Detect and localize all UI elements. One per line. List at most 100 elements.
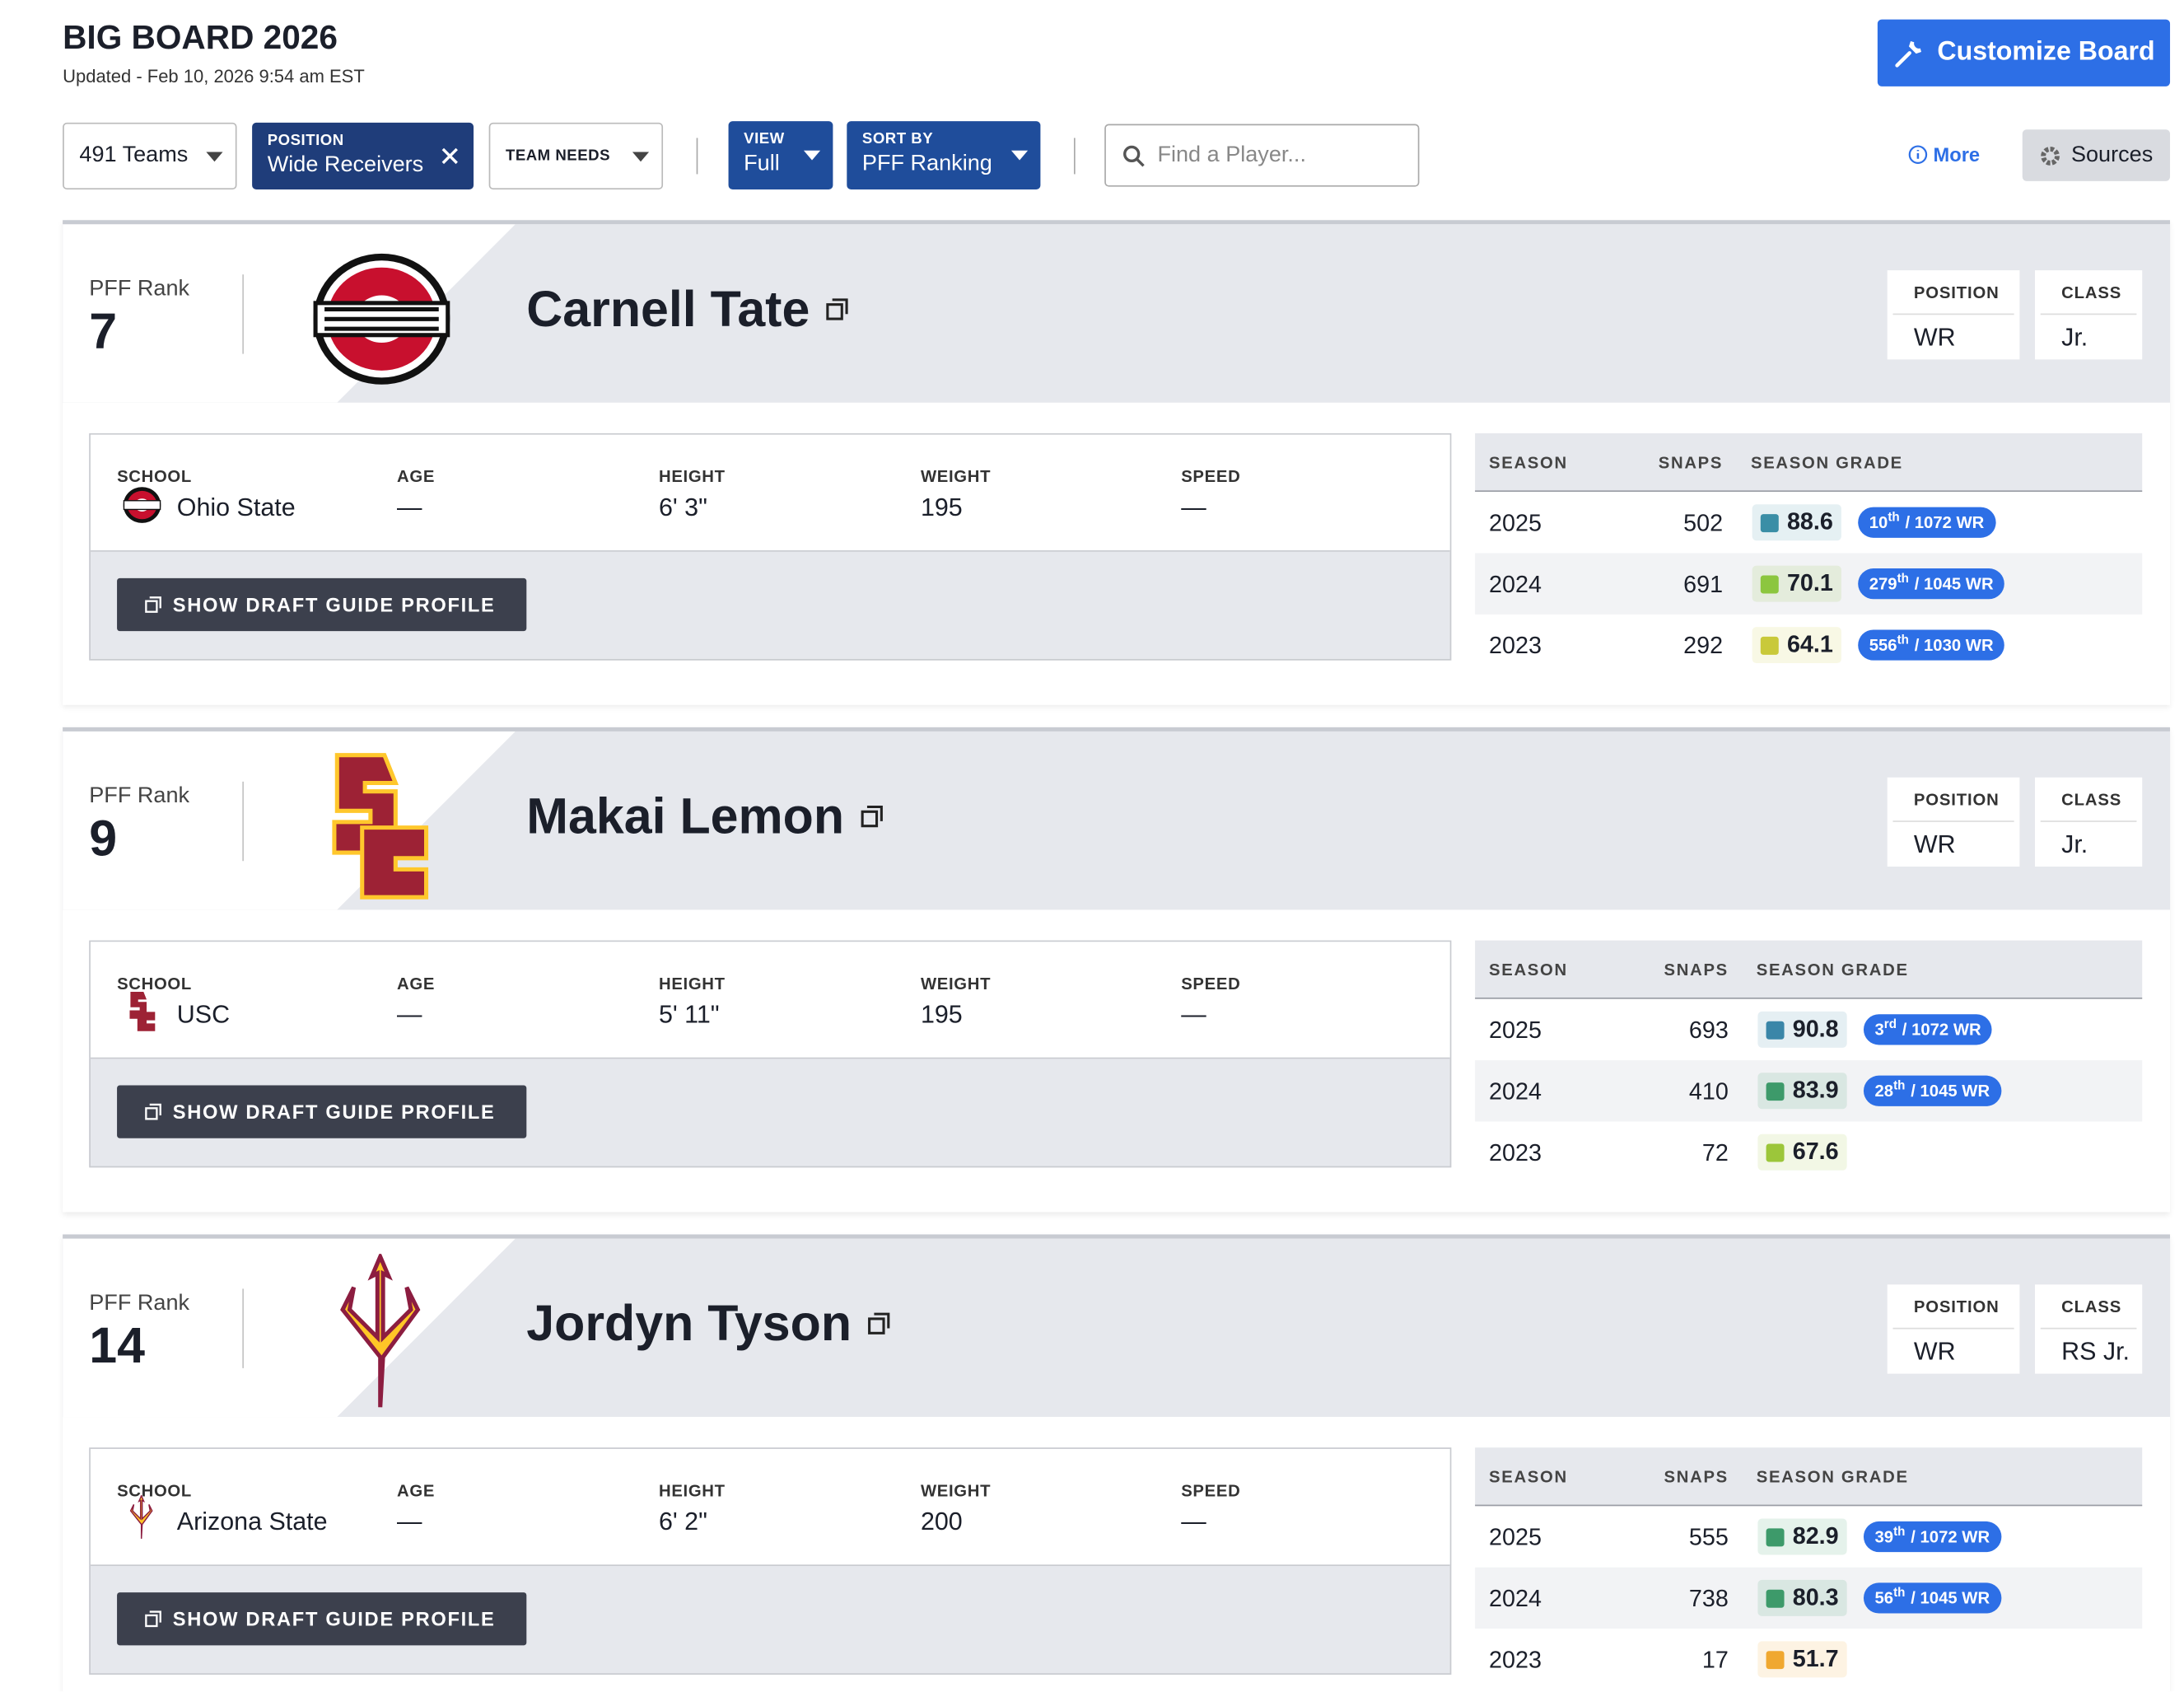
divider [1073, 138, 1076, 175]
player-name: Jordyn Tyson [526, 1294, 890, 1353]
snaps: 292 [1683, 632, 1724, 659]
grade: 80.3 [1792, 1584, 1839, 1611]
grade-swatch [1760, 513, 1779, 532]
caret [206, 152, 223, 162]
grade-header: SEASON GRADE [1756, 1466, 1909, 1487]
icon-part [149, 596, 161, 609]
stats-header: SEASON SNAPS SEASON GRADE [1475, 432, 2143, 493]
info-box: SCHOOL USC AGE — HEIGHT 5' 11" WEIGHT 195 SPEED —… [89, 940, 1452, 1168]
grade: 70.1 [1786, 569, 1833, 596]
rank-suffix: th [1893, 1524, 1906, 1539]
rank-place: 28 [1874, 1081, 1894, 1101]
page-title: BIG BOARD 2026 [63, 19, 338, 58]
customize-button[interactable]: Customize Board [1877, 19, 2171, 86]
weight-value: 200 [920, 1507, 963, 1535]
teams-label: 491 Teams [79, 143, 189, 167]
draft-guide-button[interactable]: SHOW DRAFT GUIDE PROFILE [117, 1085, 527, 1138]
team-logo [313, 253, 450, 385]
team-needs-filter[interactable]: TEAM NEEDS [488, 122, 664, 190]
weight-label: WEIGHT [920, 974, 992, 993]
grade-chip: 90.8 [1757, 1011, 1847, 1048]
season: 2024 [1488, 1585, 1542, 1612]
season: 2025 [1488, 1524, 1542, 1551]
speed-value: — [1181, 493, 1206, 521]
snaps: 693 [1688, 1017, 1729, 1044]
class-label: CLASS [2040, 778, 2137, 822]
grade-chip: 67.6 [1757, 1133, 1847, 1171]
speed-value: — [1181, 1000, 1206, 1029]
filter-value: Full [744, 152, 780, 176]
season: 2023 [1488, 1139, 1542, 1166]
search-placeholder: Find a Player... [1157, 143, 1306, 167]
separator [242, 274, 244, 354]
grade-chip: 51.7 [1757, 1641, 1847, 1678]
position-filter[interactable]: POSITION Wide Receivers [252, 122, 474, 190]
height-value: 5' 11" [658, 1000, 720, 1029]
filter-label: SORT BY [861, 130, 934, 148]
rank-place: 39 [1874, 1526, 1894, 1547]
external-icon [145, 1103, 161, 1120]
class-box: CLASS RS Jr. [2034, 1284, 2143, 1374]
rank-suffix: th [1893, 1585, 1906, 1600]
grade: 88.6 [1786, 508, 1833, 535]
info-top [90, 434, 1450, 552]
icon-part [149, 1103, 161, 1116]
age-label: AGE [397, 466, 436, 487]
grade-swatch [1766, 1527, 1785, 1546]
stats-row: 2023 72 67.6 [1475, 1121, 2142, 1182]
draft-guide-button[interactable]: SHOW DRAFT GUIDE PROFILE [117, 577, 527, 632]
teams-filter[interactable]: 491 Teams [63, 122, 237, 190]
position-value: WR [1913, 323, 1956, 352]
age-value: — [397, 493, 422, 521]
speed-value: — [1181, 1507, 1206, 1535]
height-value: 6' 3" [658, 493, 707, 521]
weight-label: WEIGHT [920, 466, 992, 487]
draft-guide-button[interactable]: SHOW DRAFT GUIDE PROFILE [117, 1592, 527, 1646]
grade-swatch [1760, 574, 1779, 593]
view-select[interactable]: VIEW Full [728, 121, 833, 190]
grade-chip: 70.1 [1752, 565, 1842, 602]
weight-value: 195 [920, 493, 963, 521]
grade: 82.9 [1792, 1522, 1839, 1549]
clear-icon[interactable] [441, 147, 458, 165]
search-box[interactable]: Find a Player... [1104, 124, 1420, 187]
filter-value: PFF Ranking [861, 152, 992, 176]
draft-guide-label: SHOW DRAFT GUIDE PROFILE [172, 593, 496, 616]
caret [1010, 150, 1029, 161]
updated: Updated - Feb 10, 2026 9:54 am EST [63, 65, 365, 86]
sources-button[interactable]: Sources [2022, 129, 2171, 181]
separator [242, 1288, 244, 1368]
info-icon [1908, 145, 1928, 164]
filter-label: POSITION [267, 132, 344, 149]
external-icon [861, 805, 884, 828]
school-icon [123, 487, 161, 523]
rank-of: / 1030 WR [1914, 635, 1994, 655]
icon-part [145, 1107, 158, 1120]
school-label: SCHOOL [117, 1480, 192, 1501]
class-value: RS Jr. [2061, 1337, 2130, 1366]
position-label: POSITION [1892, 778, 2014, 822]
speed-label: SPEED [1181, 1480, 1241, 1501]
more-link[interactable]: More [1908, 143, 1980, 166]
sort-select[interactable]: SORT BY PFF Ranking [847, 121, 1041, 190]
external-icon [827, 298, 849, 320]
icon-part [868, 1317, 886, 1334]
rank-place: 556 [1869, 635, 1897, 655]
position-box: POSITION WR [1887, 1284, 2020, 1374]
position-label: POSITION [1892, 1284, 2014, 1330]
season: 2024 [1488, 1078, 1542, 1105]
height-label: HEIGHT [658, 974, 726, 993]
position-value: WR [1913, 1337, 1956, 1366]
player-name-text: Carnell Tate [526, 279, 810, 338]
rank-suffix: th [1897, 632, 1909, 647]
grade-swatch [1766, 1143, 1785, 1161]
